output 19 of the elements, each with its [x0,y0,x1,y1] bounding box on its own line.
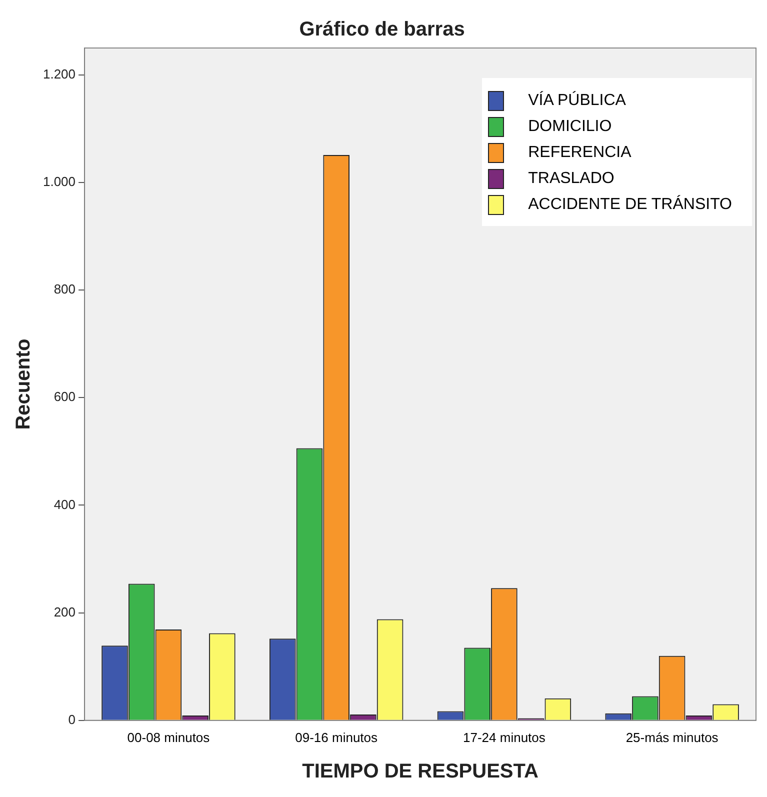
y-axis-title: Recuento [12,338,35,430]
y-tick-label: 1.000 [42,174,76,190]
x-tick-label: 00-08 minutos [127,730,210,745]
x-tick-label: 09-16 minutos [295,730,378,745]
y-tick-label: 1.200 [42,66,76,82]
y-tick-label: 0 [68,712,76,727]
x-axis-title: TIEMPO DE RESPUESTA [302,760,538,783]
x-tick-label: 25-más minutos [626,730,719,745]
y-tick-label: 400 [54,496,76,512]
chart-title: Gráfico de barras [299,18,465,41]
legend-label: REFERENCIA [528,144,632,162]
legend-label: ACCIDENTE DE TRÁNSITO [528,196,732,214]
legend-label: TRASLADO [528,170,614,188]
legend-label: DOMICILIO [528,118,612,136]
y-tick-label: 200 [54,604,76,620]
y-tick-label: 600 [54,389,76,404]
legend-label: VÍA PÚBLICA [528,92,626,110]
y-tick-label: 800 [54,282,76,297]
x-tick-label: 17-24 minutos [463,730,546,745]
